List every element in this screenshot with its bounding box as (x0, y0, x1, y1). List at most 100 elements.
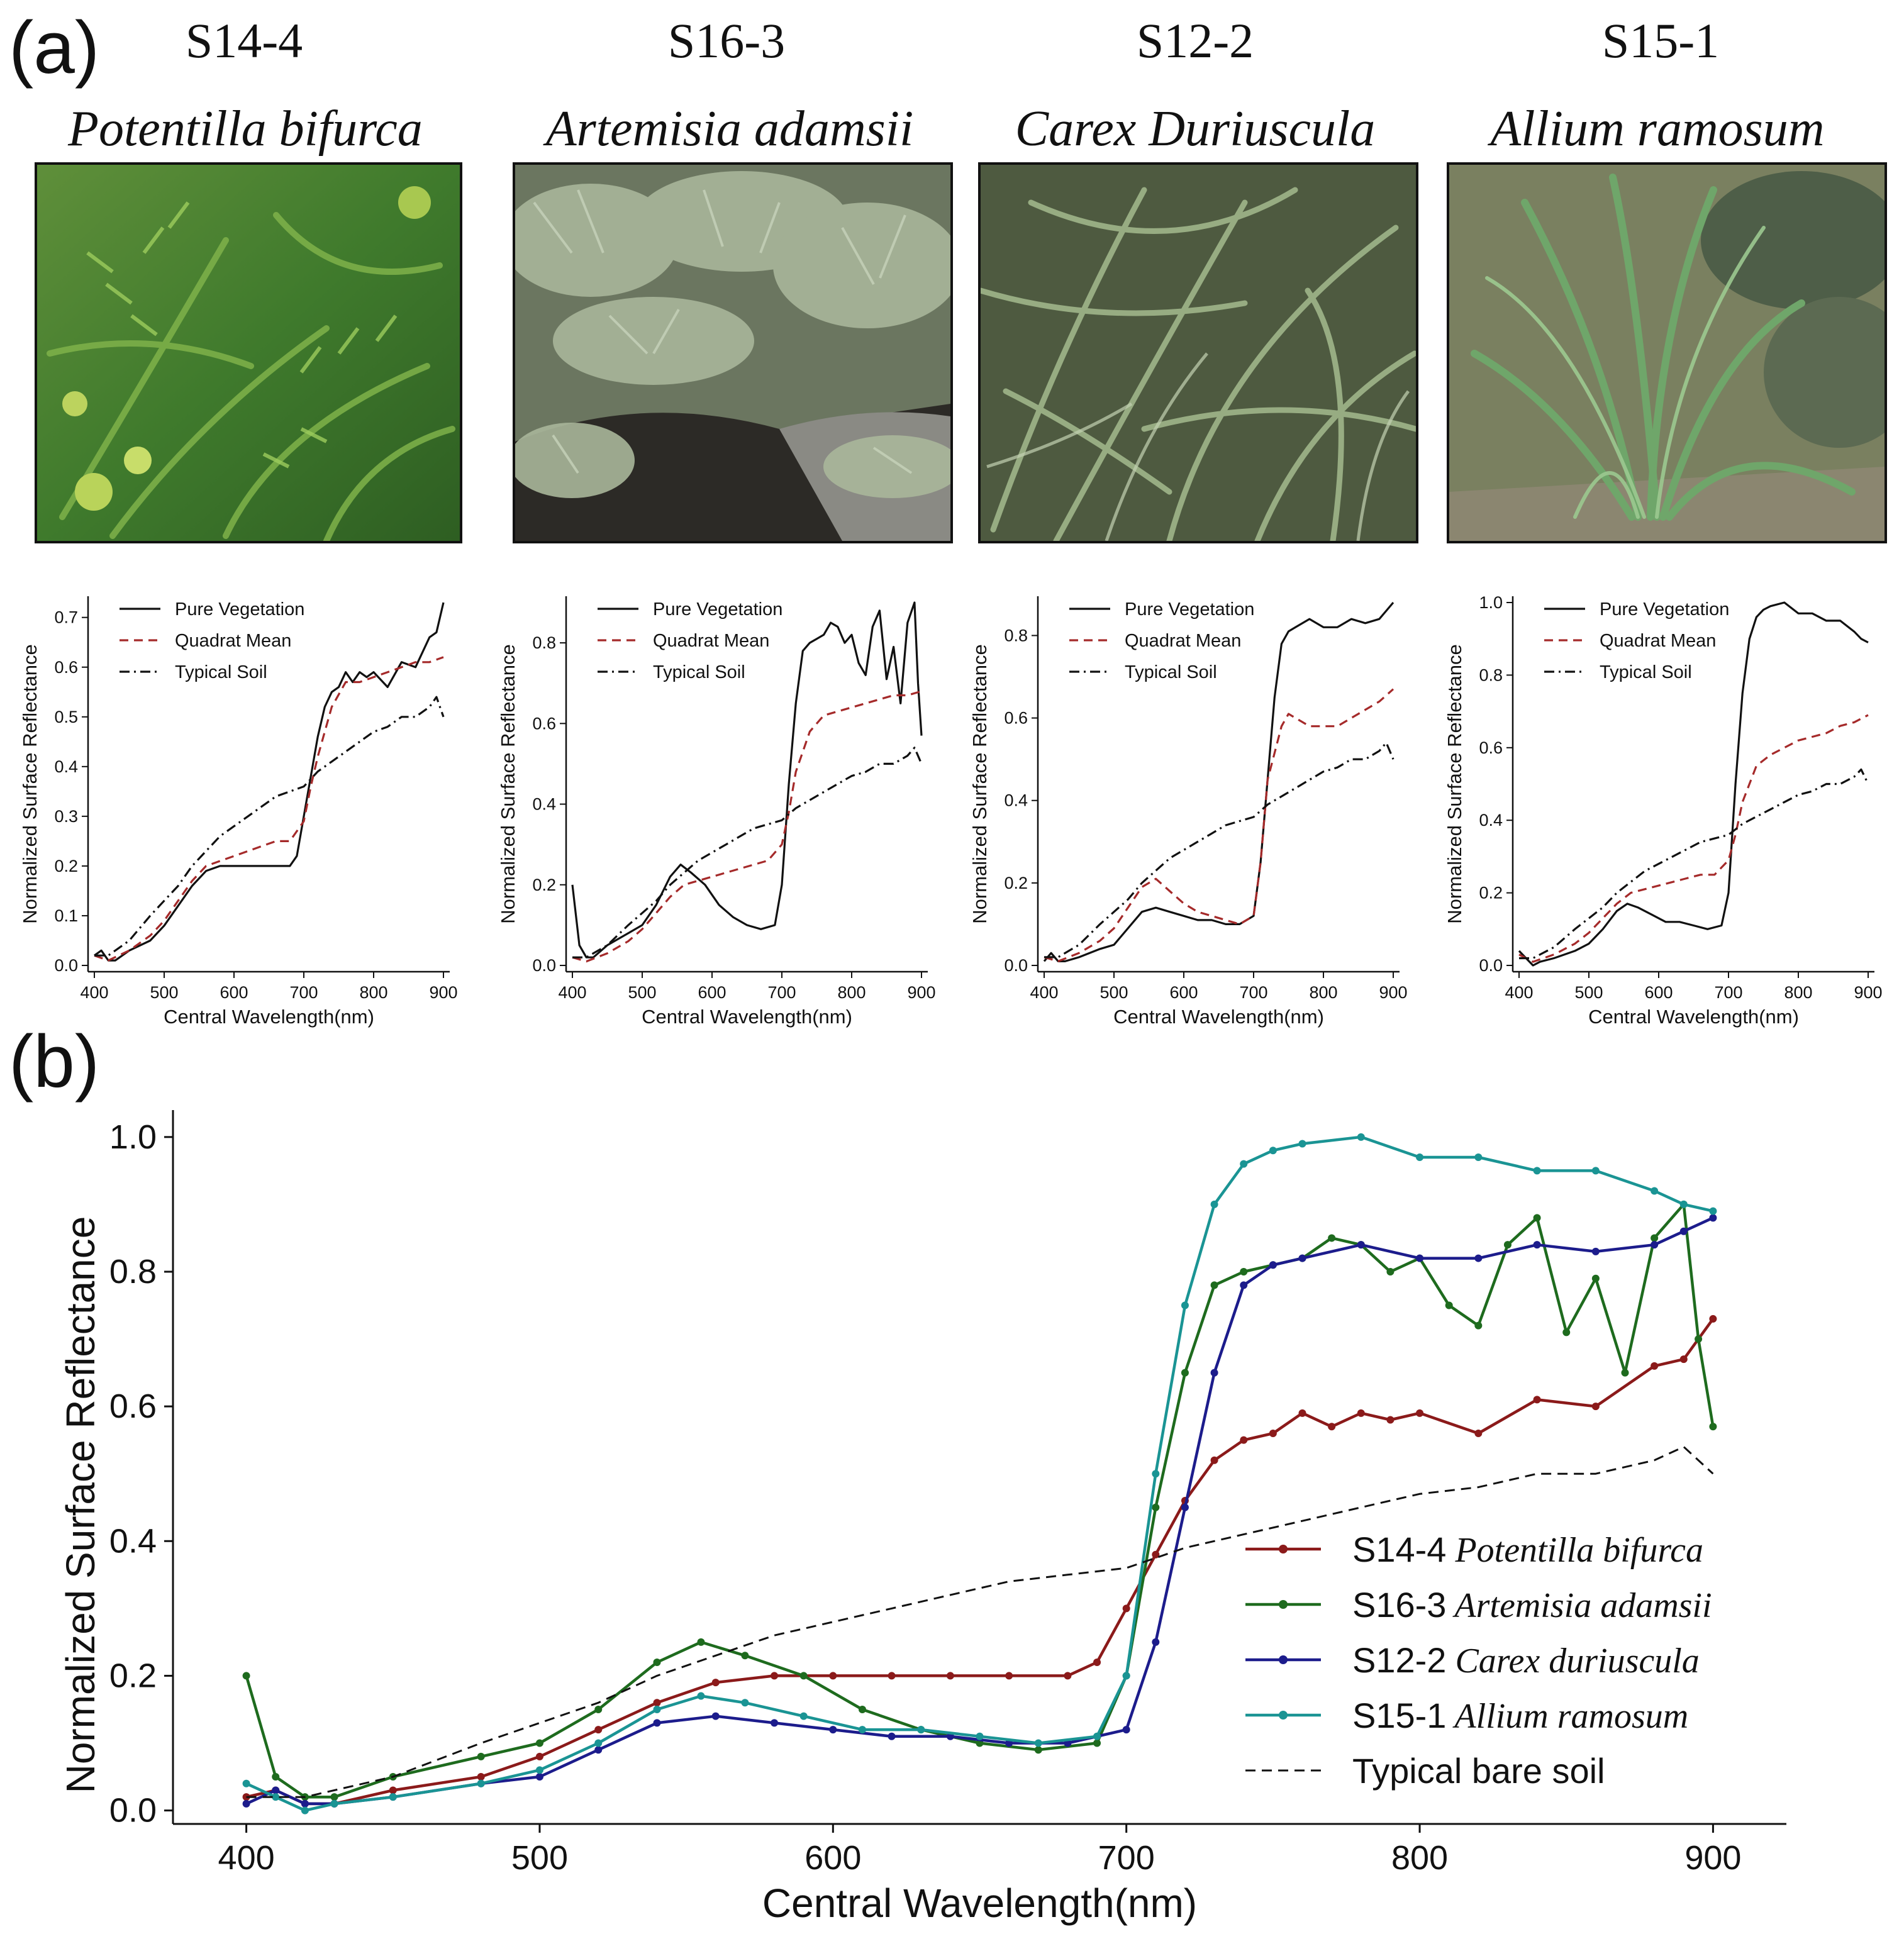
data-point (1181, 1301, 1189, 1309)
x-axis-label: Central Wavelength(nm) (1588, 1006, 1799, 1028)
x-tick-label: 600 (1644, 983, 1673, 1002)
legend-marker (1279, 1655, 1288, 1664)
legend-label: S14-4 Potentilla bifurca (1352, 1530, 1703, 1570)
legend-label: S12-2 Carex duriuscula (1352, 1640, 1700, 1681)
data-point (1679, 1355, 1688, 1364)
y-tick-label: 0.6 (1004, 709, 1028, 728)
data-point (1709, 1423, 1717, 1431)
data-point (1122, 1726, 1130, 1734)
data-point (653, 1699, 661, 1707)
series-line-typical-soil (572, 747, 923, 959)
series-line-typical-soil (1519, 768, 1869, 960)
site-code-4: S15-1 (1601, 13, 1720, 68)
data-point (301, 1799, 309, 1808)
x-tick-label: 800 (837, 983, 866, 1002)
data-point (272, 1793, 280, 1801)
data-point (697, 1638, 705, 1646)
data-point (1034, 1739, 1042, 1747)
y-tick-label: 0.4 (109, 1522, 157, 1560)
data-point (741, 1699, 749, 1707)
y-axis-label: Normalized Surface Reflectance (969, 644, 991, 924)
x-tick-label: 900 (1684, 1839, 1741, 1877)
y-tick-label: 1.0 (109, 1118, 157, 1156)
legend-label: Typical Soil (175, 662, 267, 682)
legend-label: Quadrat Mean (175, 631, 291, 651)
data-point (242, 1672, 250, 1680)
site-code-2: S16-3 (667, 13, 786, 68)
data-point (1269, 1429, 1277, 1437)
data-point (653, 1659, 661, 1667)
series-line-pure-vegetation (571, 601, 923, 959)
x-tick-label: 400 (1030, 983, 1058, 1002)
x-tick-label: 700 (1714, 983, 1742, 1002)
legend-marker (1279, 1600, 1288, 1609)
photo-carex (978, 162, 1418, 543)
y-tick-label: 0.0 (1004, 956, 1028, 975)
data-point (535, 1766, 543, 1774)
data-point (829, 1672, 837, 1680)
y-tick-label: 0.2 (532, 875, 556, 894)
data-point (1210, 1281, 1218, 1289)
data-point (799, 1712, 808, 1720)
data-point (1621, 1369, 1629, 1377)
data-point (1298, 1409, 1306, 1417)
data-point (1357, 1241, 1365, 1249)
data-point (711, 1712, 720, 1720)
y-tick-label: 1.0 (1479, 593, 1503, 612)
data-point (1093, 1732, 1101, 1740)
legend-label: Pure Vegetation (653, 599, 782, 620)
spectrum-chart-allium: 400 500 600 700 800 900 0.0 0.2 0.4 0.6 0.8 1.0 Cent… (1444, 593, 1883, 1028)
data-point (1357, 1409, 1365, 1417)
data-point (1651, 1234, 1659, 1242)
x-tick-label: 500 (1574, 983, 1603, 1002)
data-point (330, 1793, 338, 1801)
data-point (1328, 1423, 1336, 1431)
y-axis-label: Normalized Surface Reflectance (19, 644, 41, 924)
y-axis-label: Normalized Surface Reflectance (497, 644, 519, 924)
y-tick-label: 0.2 (1479, 884, 1503, 903)
data-point (1651, 1241, 1659, 1249)
y-tick-label: 0.0 (532, 956, 556, 975)
y-tick-label: 0.5 (54, 708, 78, 726)
data-point (1533, 1167, 1541, 1175)
data-point (330, 1799, 338, 1808)
y-tick-label: 0.0 (54, 956, 78, 975)
data-point (1152, 1503, 1160, 1511)
data-point (272, 1773, 280, 1781)
y-tick-label: 0.4 (54, 757, 78, 776)
data-point (1416, 1254, 1424, 1262)
series-line-typical-bare-soil (246, 1445, 1714, 1798)
data-point (1210, 1200, 1218, 1208)
data-point (1181, 1503, 1189, 1511)
x-tick-label: 700 (767, 983, 796, 1002)
photo-potentilla (35, 162, 462, 543)
data-point (1533, 1214, 1541, 1222)
data-point (1122, 1672, 1130, 1680)
legend-marker (1279, 1711, 1288, 1720)
y-tick-label: 0.0 (1479, 956, 1503, 975)
y-tick-label: 0.3 (54, 807, 78, 826)
y-tick-label: 0.2 (54, 857, 78, 875)
data-point (594, 1746, 603, 1754)
data-point (1503, 1241, 1512, 1249)
data-point (272, 1786, 280, 1794)
species-name-4: Allium ramosum (1490, 101, 1825, 157)
data-point (917, 1726, 925, 1734)
data-point (741, 1652, 749, 1660)
series-line-pure-vegetation (94, 602, 445, 962)
data-point (829, 1726, 837, 1734)
legend-label: Typical Soil (1125, 662, 1217, 682)
site-code-1: S14-4 (185, 13, 303, 68)
series-line-quadrat-mean (94, 656, 444, 962)
data-point (535, 1739, 543, 1747)
data-point (1533, 1396, 1541, 1404)
data-point (477, 1779, 485, 1787)
data-point (389, 1786, 397, 1794)
data-point (1357, 1133, 1365, 1141)
x-tick-label: 900 (1379, 983, 1407, 1002)
data-point (1679, 1227, 1688, 1235)
data-point (1240, 1436, 1248, 1444)
data-point (535, 1773, 543, 1781)
y-tick-label: 0.6 (109, 1387, 157, 1425)
legend-species: Artemisia adamsii (1446, 1586, 1712, 1625)
